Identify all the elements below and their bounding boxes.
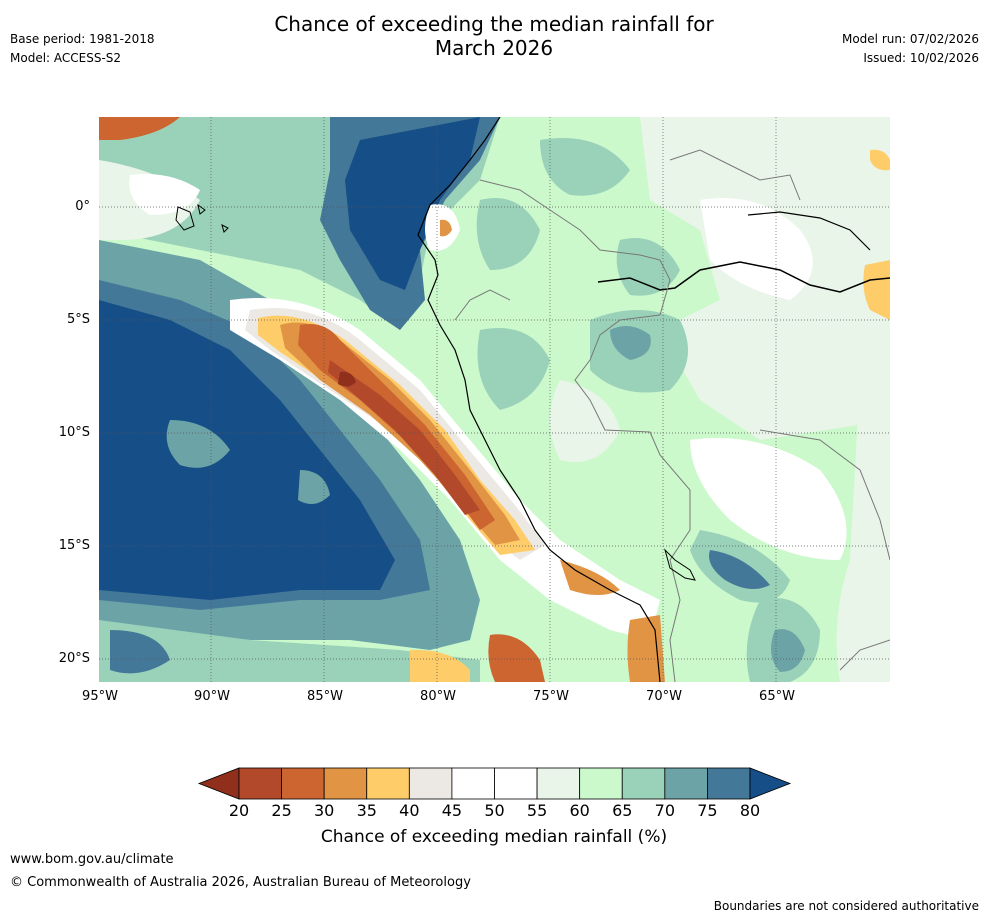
- coastline: [417, 117, 661, 682]
- colorbar-segment: [536, 767, 581, 800]
- amazon-river: [597, 261, 890, 293]
- lat-label-20s: 20°S: [58, 651, 90, 666]
- lon-label-80w: 80°W: [420, 689, 456, 704]
- copyright-text: © Commonwealth of Australia 2026, Austra…: [10, 875, 471, 890]
- colorbar-segment: [707, 767, 751, 800]
- colorbar-tick-label: 20: [228, 801, 250, 820]
- map-title: Chance of exceeding the median rainfall …: [0, 12, 988, 60]
- colorbar-segment: [238, 767, 282, 800]
- colorbar-arrow-high: [749, 767, 792, 800]
- lon-label-95w: 95°W: [82, 689, 118, 704]
- title-line-2: March 2026: [434, 36, 554, 60]
- colorbar-segment: [281, 767, 325, 800]
- lake-titicaca: [664, 548, 696, 581]
- graticule: [99, 117, 890, 682]
- lon-label-85w: 85°W: [307, 689, 343, 704]
- issued-text: Issued: 10/02/2026: [863, 51, 979, 65]
- lat-label-15s: 15°S: [58, 538, 90, 553]
- colorbar-tick-label: 70: [654, 801, 675, 820]
- title-line-1: Chance of exceeding the median rainfall …: [274, 12, 714, 36]
- colorbar-segment: [366, 767, 410, 800]
- colorbar-tick-label: 60: [569, 801, 590, 820]
- disclaimer-text: Boundaries are not considered authoritat…: [713, 899, 979, 913]
- lon-label-70w: 70°W: [646, 689, 682, 704]
- colorbar-tick-label: 50: [484, 801, 505, 820]
- galapagos-islands: [175, 203, 229, 233]
- colorbar-segment: [494, 767, 538, 800]
- colorbar-segment: [579, 767, 623, 800]
- lat-label-10s: 10°S: [58, 425, 90, 440]
- colorbar-tick-label: 35: [356, 801, 377, 820]
- lon-label-90w: 90°W: [194, 689, 230, 704]
- model-run-text: Model run: 07/02/2026: [841, 32, 979, 46]
- footer-url: www.bom.gov.au/climate: [10, 852, 174, 867]
- colorbar: [197, 767, 792, 800]
- model-text: Model: ACCESS-S2: [10, 51, 122, 65]
- colorbar-tick-label: 30: [313, 801, 335, 820]
- country-borders: [454, 149, 890, 682]
- colorbar-segment: [451, 767, 495, 800]
- colorbar-tick-label: 45: [441, 801, 463, 820]
- colorbar-segment: [664, 767, 708, 800]
- colorbar-tick-label: 65: [612, 801, 633, 820]
- colorbar-segment: [408, 767, 453, 800]
- lat-label-5s: 5°S: [66, 312, 90, 327]
- colorbar-tick-label: 75: [697, 801, 718, 820]
- colorbar-arrow-low: [197, 767, 240, 800]
- colorbar-segment: [621, 767, 666, 800]
- colorbar-label: Chance of exceeding median rainfall (%): [320, 827, 668, 847]
- colorbar-tick-label: 80: [739, 801, 761, 820]
- lat-label-0: 0°: [75, 199, 90, 214]
- lon-label-75w: 75°W: [533, 689, 569, 704]
- colorbar-tick-label: 25: [271, 801, 292, 820]
- base-period-text: Base period: 1981-2018: [10, 32, 155, 46]
- colorbar-tick-label: 40: [399, 801, 420, 820]
- lon-label-65w: 65°W: [759, 689, 795, 704]
- colorbar-segment: [323, 767, 368, 800]
- rainfall-field: [99, 117, 890, 682]
- colorbar-tick-label: 55: [526, 801, 548, 820]
